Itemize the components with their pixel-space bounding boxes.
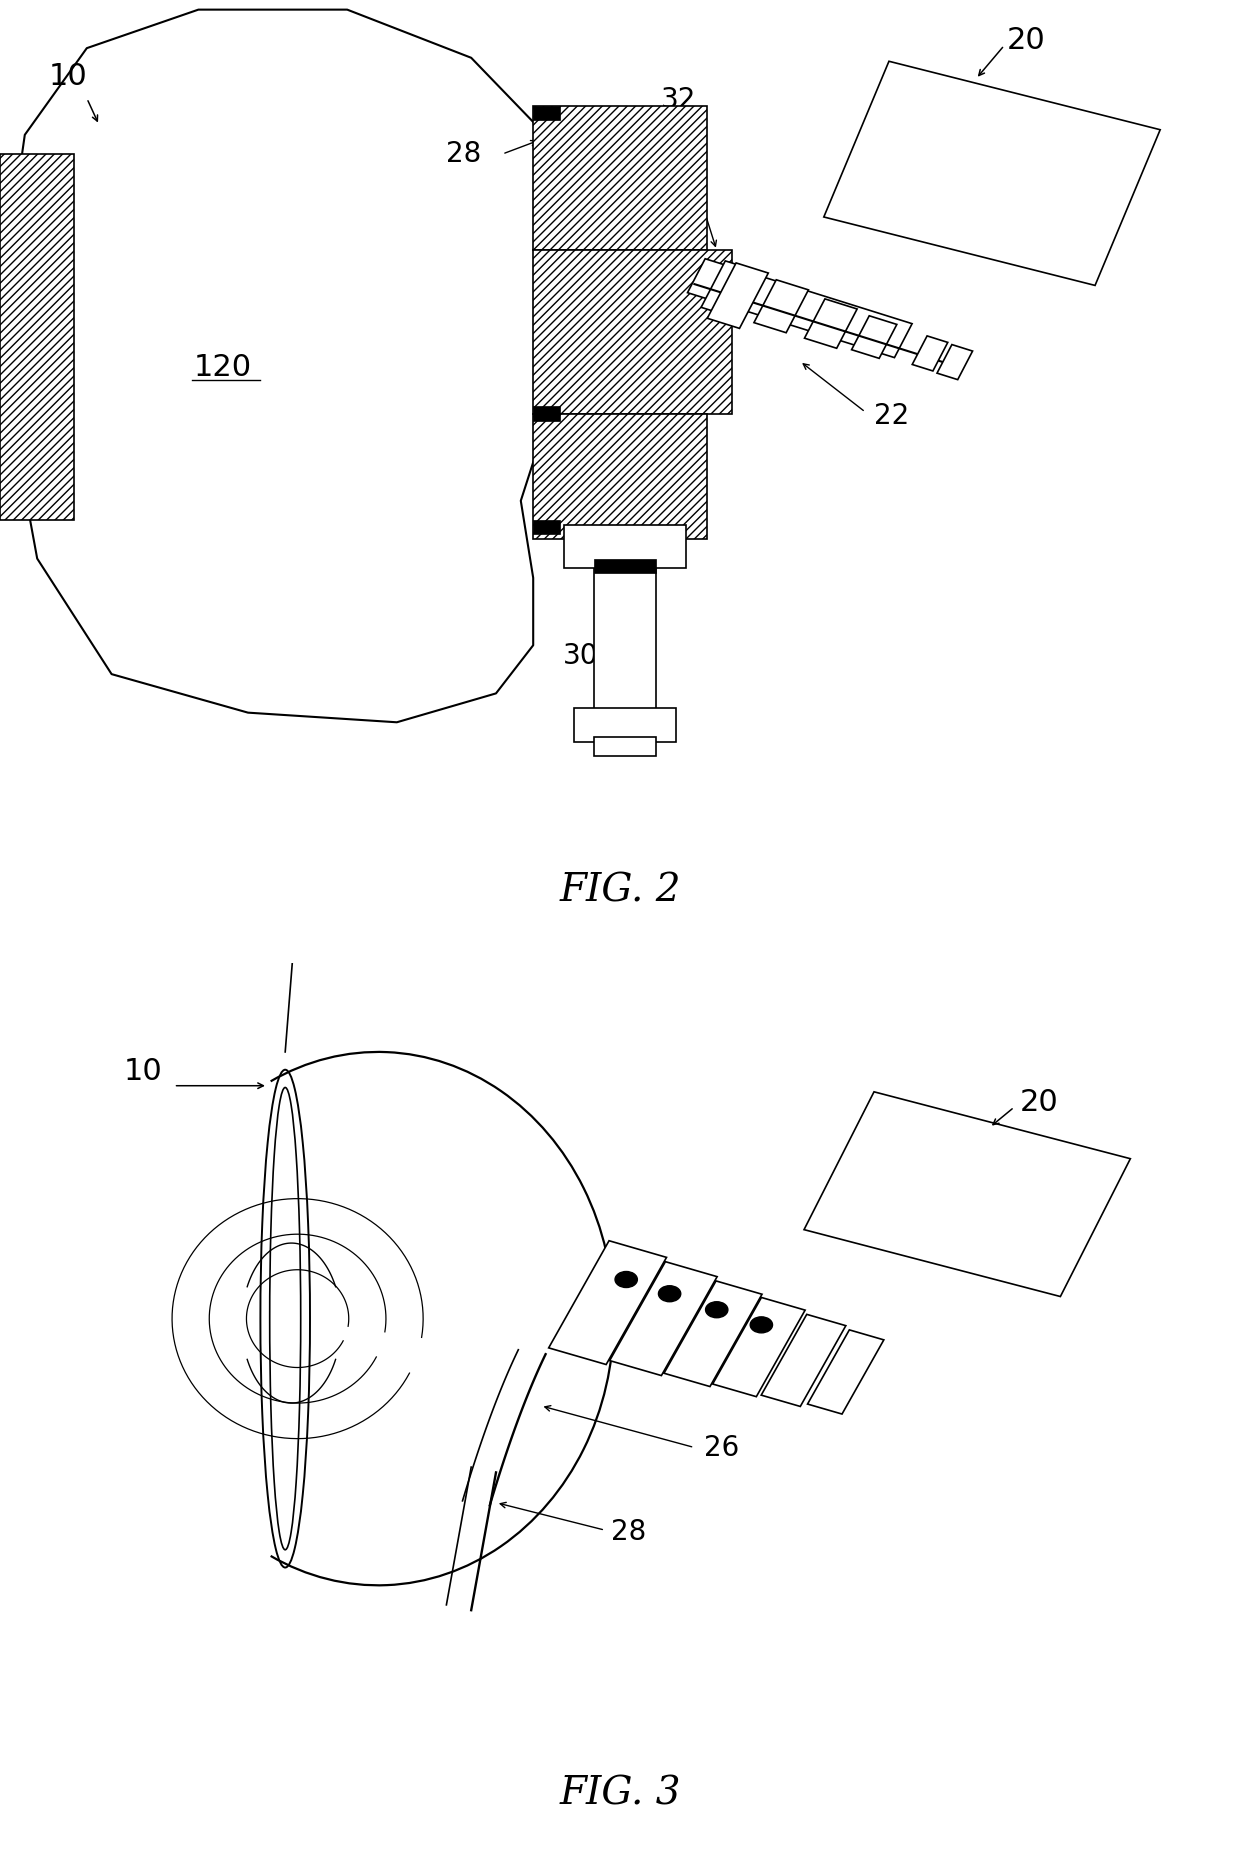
- Circle shape: [615, 1272, 637, 1287]
- Text: 26: 26: [651, 463, 686, 491]
- Polygon shape: [754, 280, 808, 333]
- Text: FIG. 3: FIG. 3: [559, 1776, 681, 1813]
- Polygon shape: [533, 250, 732, 415]
- Text: 120: 120: [195, 354, 252, 382]
- Polygon shape: [761, 1315, 846, 1406]
- Circle shape: [706, 1302, 728, 1319]
- Circle shape: [658, 1285, 681, 1302]
- Polygon shape: [805, 298, 857, 348]
- Polygon shape: [807, 1330, 884, 1415]
- Polygon shape: [574, 707, 676, 741]
- Polygon shape: [663, 1282, 763, 1387]
- Polygon shape: [533, 520, 560, 535]
- Text: FIG. 2: FIG. 2: [559, 872, 681, 909]
- Text: 10: 10: [48, 63, 88, 91]
- Polygon shape: [701, 261, 763, 319]
- Polygon shape: [687, 259, 913, 357]
- Text: 10: 10: [123, 1057, 162, 1085]
- Text: 32: 32: [661, 85, 697, 113]
- Polygon shape: [548, 1241, 667, 1365]
- Polygon shape: [913, 335, 947, 370]
- Text: 20: 20: [1007, 26, 1045, 56]
- Polygon shape: [533, 415, 707, 539]
- Polygon shape: [804, 1093, 1131, 1296]
- Text: 26: 26: [704, 1433, 739, 1461]
- Polygon shape: [0, 154, 74, 520]
- Circle shape: [750, 1317, 773, 1333]
- Text: 20: 20: [1019, 1089, 1058, 1117]
- Polygon shape: [937, 344, 972, 380]
- Text: 28: 28: [446, 141, 481, 169]
- Text: 22: 22: [874, 402, 909, 430]
- Text: 28: 28: [611, 1519, 646, 1546]
- Polygon shape: [594, 539, 656, 713]
- Polygon shape: [533, 106, 707, 250]
- Polygon shape: [533, 406, 560, 420]
- Polygon shape: [852, 317, 897, 357]
- Polygon shape: [713, 1298, 805, 1396]
- Polygon shape: [823, 61, 1161, 285]
- Polygon shape: [564, 524, 686, 569]
- Polygon shape: [707, 263, 769, 328]
- Polygon shape: [594, 559, 656, 572]
- Polygon shape: [533, 106, 560, 120]
- Polygon shape: [610, 1261, 717, 1376]
- Text: 30: 30: [563, 643, 598, 670]
- Polygon shape: [594, 737, 656, 756]
